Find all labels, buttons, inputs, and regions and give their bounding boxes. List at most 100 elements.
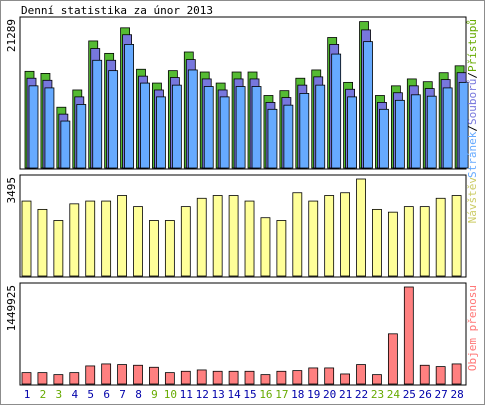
bar-visits-day-14 [228,195,239,277]
x-tick-label-day-11: 11 [180,388,193,401]
bar-pages-day-17 [283,104,294,169]
bar-kbytes-day-1 [21,372,32,385]
bar-visits-day-8 [133,206,143,277]
bar-kbytes-day-23 [372,374,382,385]
bar-visits-day-13 [212,195,223,277]
bar-kbytes-day-12 [196,369,207,385]
bar-visits-day-7 [117,195,127,277]
bar-visits-day-1 [21,200,32,277]
bar-visits-day-19 [308,200,319,277]
bar-pages-day-3 [60,120,71,169]
bar-visits-day-24 [387,211,398,277]
bar-visits-day-26 [419,206,430,277]
bar-visits-day-17 [276,220,287,277]
bar-kbytes-day-4 [69,372,80,385]
bar-pages-day-26 [426,95,437,169]
bar-visits-day-21 [340,192,351,277]
bar-kbytes-day-18 [292,370,303,385]
bar-kbytes-day-24 [387,333,398,385]
bar-kbytes-day-7 [117,364,127,385]
legend-hits-files-pages: Stránek/Souborů/Přístupů [466,19,479,178]
bar-pages-day-20 [331,53,342,169]
bar-kbytes-day-8 [133,364,143,385]
bar-visits-day-5 [85,200,96,277]
bar-kbytes-day-14 [228,370,239,385]
bar-visits-day-20 [324,195,335,277]
x-tick-label-day-20: 20 [323,388,336,401]
bar-kbytes-day-9 [149,366,159,385]
bar-kbytes-day-5 [85,365,96,385]
bar-pages-day-9 [156,96,166,169]
bar-visits-day-25 [403,206,414,277]
bar-visits-day-12 [196,197,207,277]
bar-visits-day-3 [53,220,64,277]
bar-pages-day-15 [251,86,262,169]
bar-visits-day-23 [372,208,382,277]
bar-visits-day-15 [244,200,255,277]
x-tick-label-day-1: 1 [24,388,31,401]
x-tick-label-day-10: 10 [164,388,177,401]
x-tick-label-day-4: 4 [71,388,78,401]
bar-visits-day-9 [149,220,159,277]
x-tick-label-day-3: 3 [56,388,63,401]
bar-kbytes-day-26 [419,364,430,385]
x-tick-label-day-9: 9 [151,388,158,401]
bar-kbytes-day-2 [37,372,48,385]
bar-pages-day-19 [315,84,326,169]
x-tick-label-day-25: 25 [403,388,416,401]
x-tick-label-day-16: 16 [259,388,272,401]
x-tick-label-day-6: 6 [103,388,110,401]
bar-kbytes-day-10 [164,372,175,385]
bar-kbytes-day-15 [244,370,255,385]
bar-pages-day-16 [267,108,278,169]
bar-pages-day-22 [363,41,373,169]
bar-visits-day-18 [292,192,303,277]
bar-pages-day-13 [219,96,230,169]
bar-pages-day-11 [187,69,198,169]
bar-kbytes-day-22 [356,364,366,385]
bar-pages-day-6 [108,70,119,169]
bar-kbytes-day-3 [53,374,64,385]
bar-kbytes-day-25 [403,286,414,385]
bar-pages-day-2 [44,87,55,169]
bar-visits-day-2 [37,208,48,277]
x-tick-label-day-7: 7 [119,388,126,401]
bar-pages-day-1 [28,85,39,169]
bar-kbytes-day-20 [324,367,335,385]
x-tick-label-day-23: 23 [371,388,384,401]
legend-entry: Stránek [466,131,479,178]
x-tick-label-day-17: 17 [275,388,288,401]
bar-pages-day-14 [235,86,246,169]
bar-kbytes-day-27 [435,366,446,385]
legend-kbytes: Objem přenosu [466,285,479,371]
x-tick-label-day-19: 19 [307,388,320,401]
bar-visits-day-11 [180,206,191,277]
x-tick-label-day-2: 2 [40,388,47,401]
bar-pages-day-8 [140,82,150,169]
x-tick-label-day-24: 24 [387,388,401,401]
bar-pages-day-12 [203,86,214,169]
legend-separator: / [466,72,479,79]
bar-visits-day-16 [260,217,271,277]
bar-pages-day-21 [347,96,358,169]
bar-kbytes-day-16 [260,374,271,385]
bar-pages-day-18 [299,93,310,169]
bar-visits-day-10 [164,220,175,277]
bar-visits-day-22 [356,178,366,277]
x-tick-label-day-26: 26 [419,388,432,401]
x-tick-label-day-5: 5 [87,388,94,401]
y-max-label-visits: 3495 [5,177,18,204]
bar-visits-day-28 [451,195,462,277]
bar-kbytes-day-21 [340,373,351,385]
bar-visits-day-27 [435,197,446,277]
page-title: Denní statistika za únor 2013 [21,4,214,17]
x-tick-label-day-18: 18 [291,388,304,401]
legend-separator: / [466,125,479,132]
x-tick-label-day-22: 22 [355,388,368,401]
bar-pages-day-4 [76,104,87,169]
bar-kbytes-day-19 [308,367,319,385]
y-max-label-hits: 21289 [5,19,18,52]
x-tick-label-day-8: 8 [135,388,142,401]
bar-pages-day-23 [379,108,389,169]
